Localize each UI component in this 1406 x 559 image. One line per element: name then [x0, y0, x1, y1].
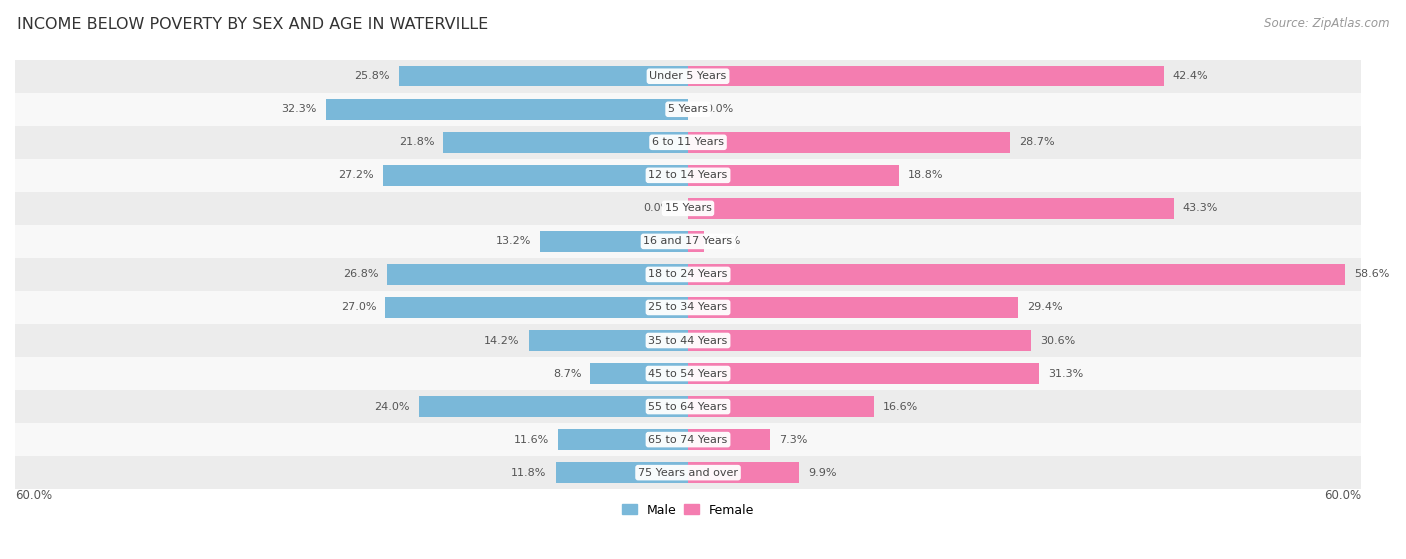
Bar — [688, 462, 799, 483]
Text: 21.8%: 21.8% — [399, 138, 434, 148]
Bar — [688, 330, 1031, 350]
Text: 65 to 74 Years: 65 to 74 Years — [648, 434, 728, 444]
Bar — [688, 264, 1346, 285]
Text: 75 Years and over: 75 Years and over — [638, 468, 738, 477]
Bar — [15, 225, 1361, 258]
Text: 15 Years: 15 Years — [665, 203, 711, 214]
Text: 7.3%: 7.3% — [779, 434, 807, 444]
Text: 28.7%: 28.7% — [1019, 138, 1054, 148]
Text: 27.2%: 27.2% — [339, 170, 374, 181]
Bar — [558, 429, 688, 450]
Bar — [688, 297, 1018, 318]
Text: 60.0%: 60.0% — [15, 489, 52, 502]
Bar — [15, 291, 1361, 324]
Bar — [688, 396, 875, 417]
Text: 32.3%: 32.3% — [281, 105, 316, 114]
Text: 43.3%: 43.3% — [1182, 203, 1218, 214]
Bar — [688, 363, 1039, 384]
Bar — [326, 99, 688, 120]
Bar — [15, 258, 1361, 291]
Text: 58.6%: 58.6% — [1354, 269, 1389, 280]
Text: 31.3%: 31.3% — [1047, 368, 1084, 378]
Text: 45 to 54 Years: 45 to 54 Years — [648, 368, 728, 378]
Bar — [388, 264, 688, 285]
Text: 24.0%: 24.0% — [374, 401, 409, 411]
Text: 30.6%: 30.6% — [1040, 335, 1076, 345]
Text: 0.0%: 0.0% — [643, 203, 671, 214]
Text: 25.8%: 25.8% — [354, 71, 389, 81]
Text: 55 to 64 Years: 55 to 64 Years — [648, 401, 727, 411]
Bar — [540, 231, 688, 252]
Bar — [15, 456, 1361, 489]
Text: 9.9%: 9.9% — [808, 468, 837, 477]
Text: 14.2%: 14.2% — [484, 335, 520, 345]
Text: 0.0%: 0.0% — [704, 105, 733, 114]
Text: 18 to 24 Years: 18 to 24 Years — [648, 269, 728, 280]
Text: 27.0%: 27.0% — [340, 302, 377, 312]
Bar — [688, 132, 1010, 153]
Bar — [385, 297, 688, 318]
Text: 16.6%: 16.6% — [883, 401, 918, 411]
Bar — [15, 93, 1361, 126]
Bar — [688, 165, 898, 186]
Text: 16 and 17 Years: 16 and 17 Years — [644, 236, 733, 247]
Bar — [688, 429, 770, 450]
Text: 42.4%: 42.4% — [1173, 71, 1208, 81]
Text: 8.7%: 8.7% — [553, 368, 582, 378]
Legend: Male, Female: Male, Female — [617, 499, 759, 522]
Bar — [555, 462, 688, 483]
Bar — [15, 423, 1361, 456]
Bar — [688, 198, 1174, 219]
Text: 13.2%: 13.2% — [496, 236, 531, 247]
Text: 60.0%: 60.0% — [1324, 489, 1361, 502]
Bar — [15, 60, 1361, 93]
Bar — [15, 324, 1361, 357]
Text: 18.8%: 18.8% — [908, 170, 943, 181]
Text: 12 to 14 Years: 12 to 14 Years — [648, 170, 728, 181]
Text: 1.4%: 1.4% — [713, 236, 741, 247]
Bar — [15, 390, 1361, 423]
Bar — [688, 231, 704, 252]
Text: 25 to 34 Years: 25 to 34 Years — [648, 302, 728, 312]
Text: Under 5 Years: Under 5 Years — [650, 71, 727, 81]
Text: 5 Years: 5 Years — [668, 105, 709, 114]
Text: 11.8%: 11.8% — [512, 468, 547, 477]
Bar — [15, 357, 1361, 390]
Bar — [591, 363, 688, 384]
Bar — [382, 165, 688, 186]
Text: 26.8%: 26.8% — [343, 269, 378, 280]
Text: Source: ZipAtlas.com: Source: ZipAtlas.com — [1264, 17, 1389, 30]
Bar — [529, 330, 688, 350]
Bar — [399, 66, 688, 87]
Text: 11.6%: 11.6% — [513, 434, 548, 444]
Bar — [15, 159, 1361, 192]
Bar — [688, 66, 1164, 87]
Bar — [419, 396, 688, 417]
Text: 29.4%: 29.4% — [1026, 302, 1063, 312]
Text: 35 to 44 Years: 35 to 44 Years — [648, 335, 728, 345]
Text: 6 to 11 Years: 6 to 11 Years — [652, 138, 724, 148]
Bar — [15, 126, 1361, 159]
Bar — [15, 192, 1361, 225]
Text: INCOME BELOW POVERTY BY SEX AND AGE IN WATERVILLE: INCOME BELOW POVERTY BY SEX AND AGE IN W… — [17, 17, 488, 32]
Bar — [443, 132, 688, 153]
